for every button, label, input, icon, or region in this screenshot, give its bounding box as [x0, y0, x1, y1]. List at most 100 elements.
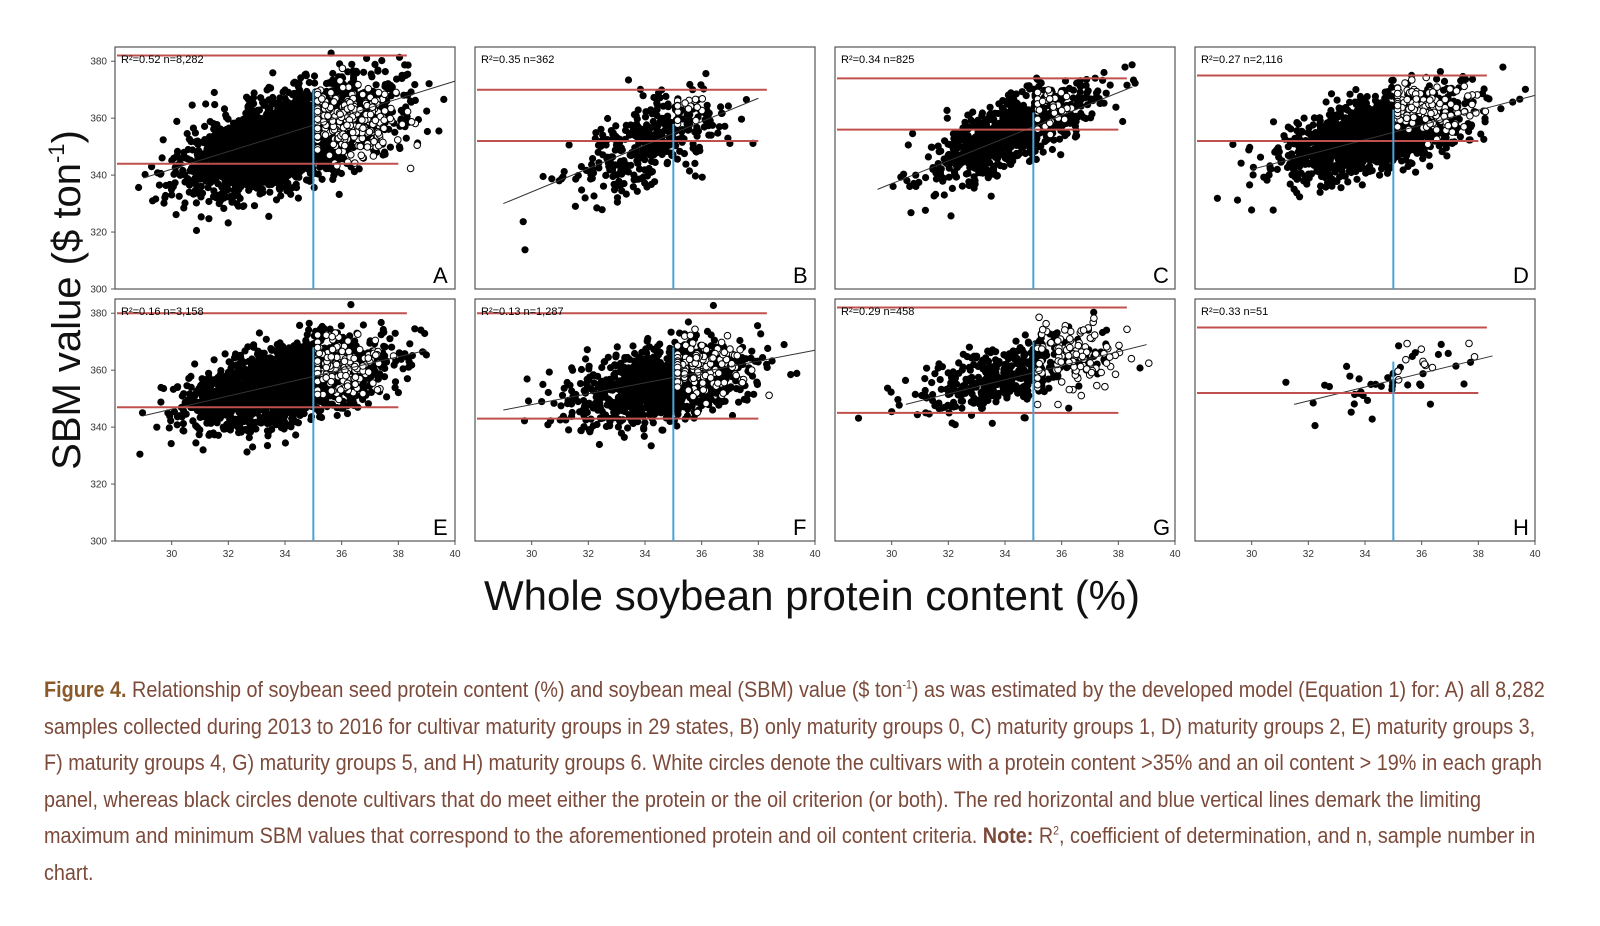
data-point-filled [386, 143, 394, 151]
data-point-filled [265, 96, 273, 104]
data-point-open [394, 136, 402, 144]
data-point-open [341, 141, 349, 150]
data-point-filled [1440, 77, 1449, 85]
data-point-filled [396, 144, 404, 153]
data-point-filled [262, 152, 270, 161]
data-point-filled [181, 153, 189, 161]
data-point-filled [620, 157, 628, 165]
data-point-filled [928, 143, 936, 151]
data-point-filled [1119, 117, 1127, 126]
data-point-filled [170, 170, 178, 178]
data-point-filled [236, 168, 244, 176]
data-point-filled [300, 114, 308, 122]
data-point-filled [724, 102, 733, 110]
data-point-filled [205, 197, 213, 206]
data-point-filled [260, 131, 268, 139]
data-point-filled [610, 180, 618, 188]
data-point-open [1038, 97, 1047, 106]
data-point-open [691, 95, 700, 104]
data-point-filled [997, 146, 1005, 154]
data-point-filled [248, 118, 256, 126]
data-point-filled [994, 154, 1002, 162]
data-point-open [363, 143, 372, 151]
data-point-filled [609, 165, 617, 173]
data-point-filled [624, 76, 633, 84]
data-point-filled [705, 131, 713, 139]
data-point-filled [306, 115, 314, 123]
data-point-filled [658, 147, 666, 156]
data-point-filled [995, 100, 1003, 108]
data-point-filled [285, 99, 293, 107]
data-point-filled [188, 101, 196, 109]
data-point-filled [630, 122, 638, 130]
data-point-open [359, 124, 367, 132]
data-point-filled [1006, 92, 1014, 100]
data-point-filled [172, 211, 180, 219]
data-point-filled [231, 192, 239, 200]
data-point-filled [613, 198, 622, 206]
data-point-filled [915, 178, 923, 186]
data-point-filled [986, 103, 994, 111]
data-point-filled [1322, 183, 1330, 191]
data-point-filled [173, 117, 181, 125]
data-point-filled [273, 167, 281, 175]
data-point-filled [241, 152, 249, 160]
data-point-filled [1004, 118, 1012, 126]
data-point-filled [632, 175, 640, 183]
data-point-filled [1072, 95, 1080, 103]
data-point-filled [682, 160, 690, 168]
data-point-filled [266, 165, 274, 173]
data-point-filled [1048, 145, 1056, 154]
data-point-open [313, 146, 322, 154]
data-point-filled [279, 88, 287, 96]
data-point-filled [259, 98, 267, 106]
data-point-filled [310, 72, 319, 80]
data-point-filled [588, 174, 596, 182]
data-point-open [403, 107, 412, 116]
data-point-filled [381, 68, 389, 76]
data-point-filled [303, 89, 311, 97]
data-point-filled [1063, 129, 1071, 138]
data-point-filled [233, 200, 241, 208]
data-point-filled [692, 147, 700, 155]
panel-annotation: R²=0.35 n=362 [481, 54, 554, 66]
data-point-filled [372, 81, 380, 89]
data-point-filled [235, 151, 243, 160]
data-point-filled [1083, 75, 1091, 84]
data-point-filled [381, 81, 389, 89]
data-point-filled [1102, 89, 1110, 97]
data-point-filled [1376, 171, 1384, 179]
data-point-open [684, 105, 693, 113]
data-point-filled [173, 147, 182, 155]
data-point-filled [171, 163, 179, 171]
data-point-open [407, 118, 416, 126]
data-point-filled [210, 88, 218, 97]
data-point-filled [135, 183, 143, 192]
data-point-filled [1121, 63, 1129, 71]
data-point-filled [635, 165, 644, 173]
data-point-open [358, 90, 367, 99]
data-point-filled [286, 111, 294, 119]
data-point-filled [521, 246, 529, 254]
data-point-filled [210, 164, 219, 172]
data-point-filled [1237, 159, 1245, 167]
data-point-open [380, 116, 389, 124]
data-point-open [370, 137, 378, 146]
data-point-filled [702, 70, 710, 78]
data-point-filled [700, 123, 708, 131]
data-point-filled [284, 179, 292, 187]
data-point-filled [423, 127, 431, 136]
data-point-filled [265, 212, 273, 220]
data-point-filled [187, 138, 195, 146]
data-point-filled [680, 150, 689, 158]
data-point-filled [299, 102, 307, 110]
data-point-filled [1057, 151, 1065, 159]
data-point-filled [155, 181, 163, 189]
data-point-filled [185, 181, 194, 189]
data-point-open [347, 103, 355, 112]
data-point-filled [980, 152, 988, 160]
data-point-filled [191, 129, 199, 137]
data-point-filled [1293, 189, 1301, 197]
data-point-open [392, 88, 400, 97]
data-point-filled [633, 115, 641, 123]
